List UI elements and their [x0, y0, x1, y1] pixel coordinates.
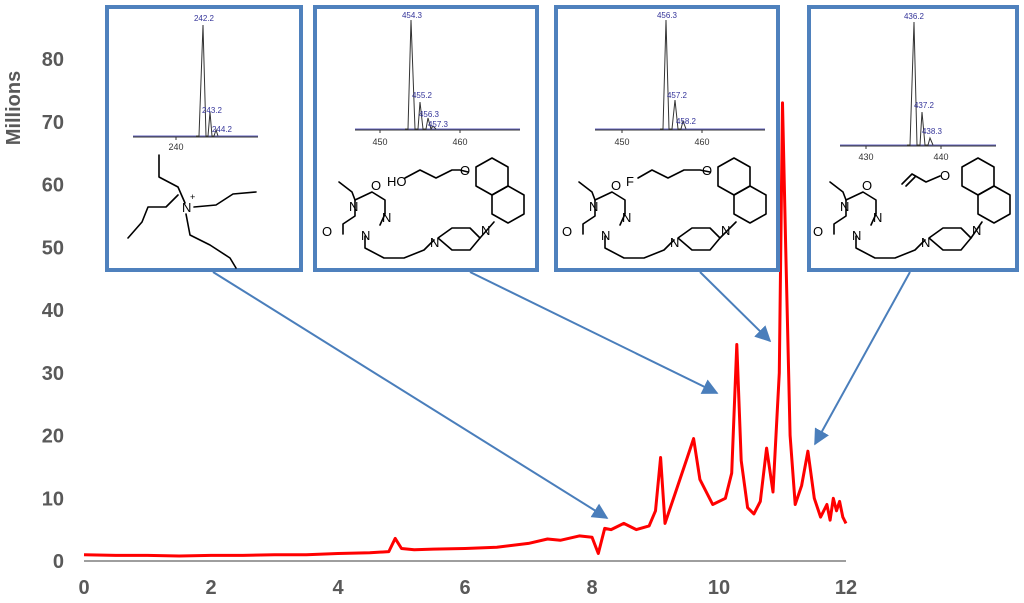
- arrow-inset-4: [814, 271, 911, 446]
- ms-peak-label: 456.3: [419, 110, 440, 119]
- y-tick-label: 80: [42, 49, 64, 71]
- chemical-structure-1: N +: [127, 154, 257, 269]
- y-tick-label: 70: [42, 112, 64, 134]
- ms-peak-label: 457.3: [428, 120, 449, 129]
- atom-label: +: [190, 192, 195, 202]
- atom-label: O: [562, 224, 572, 239]
- chemical-structure-2: HO O O N N O N N N: [322, 157, 525, 259]
- inset-panel-3: 450 460 456.3 457.2 458.2 F O O N N O N …: [554, 5, 780, 272]
- mass-spectrum-2: 450 460 454.3 455.2 456.3 457.3: [355, 11, 520, 147]
- atom-label: N: [430, 235, 439, 250]
- mass-spectrum-3: 450 460 456.3 457.2 458.2: [595, 11, 765, 147]
- series-line: [83, 101, 848, 558]
- ms-peak-label: 242.2: [194, 14, 215, 23]
- ms-peak-label: 455.2: [412, 91, 433, 100]
- ms-peak-label: 436.2: [904, 12, 925, 21]
- x-tick-label: 12: [835, 577, 857, 599]
- x-tick-label: 10: [708, 577, 730, 599]
- ms-peak-label: 454.3: [402, 11, 423, 20]
- mass-spectrum-4: 430 440 436.2 437.2 438.3: [840, 12, 996, 162]
- atom-label: O: [702, 163, 712, 178]
- atom-label: N: [721, 223, 730, 238]
- atom-label: N: [182, 200, 191, 215]
- ms-axis-label: 240: [168, 142, 183, 152]
- inset-panel-4: 430 440 436.2 437.2 438.3 O O N N O N N …: [807, 5, 1019, 272]
- atom-label: N: [873, 210, 882, 225]
- callout-arrows: [212, 271, 911, 519]
- y-tick-label: 40: [42, 300, 64, 322]
- chart-area: 0 2 4 6 8 10 12 0 10 20 30 40 50 60 70 80 Millions: [3, 49, 857, 599]
- ms-peak-label: 244.2: [212, 125, 233, 134]
- atom-label: O: [371, 178, 381, 193]
- atom-label: N: [921, 235, 930, 250]
- atom-label: N: [481, 223, 490, 238]
- atom-label: N: [670, 235, 679, 250]
- y-tick-label: 0: [53, 551, 64, 573]
- y-tick-label: 60: [42, 175, 64, 197]
- x-tick-label: 4: [332, 577, 344, 599]
- mass-spectrum-1: 240 242.2 243.2 244.2: [133, 14, 258, 152]
- y-tick-label: 20: [42, 426, 64, 448]
- atom-label: O: [862, 178, 872, 193]
- ms-axis-label: 460: [452, 137, 467, 147]
- atom-label: O: [322, 224, 332, 239]
- x-tick-label: 0: [78, 577, 89, 599]
- atom-label: HO: [387, 174, 407, 189]
- arrow-inset-3: [699, 271, 772, 343]
- y-tick-label: 10: [42, 488, 64, 510]
- arrow-inset-2: [469, 271, 719, 394]
- x-tick-label: 6: [459, 577, 470, 599]
- ms-axis-label: 430: [858, 152, 873, 162]
- ms-axis-label: 460: [694, 137, 709, 147]
- ms-peak-label: 437.2: [914, 101, 935, 110]
- y-axis-ticks: 0 10 20 30 40 50 60 70 80: [42, 49, 64, 573]
- y-tick-label: 30: [42, 363, 64, 385]
- ms-axis-label: 440: [933, 152, 948, 162]
- ms-axis-label: 450: [614, 137, 629, 147]
- atom-label: N: [840, 199, 849, 214]
- atom-label: N: [601, 228, 610, 243]
- atom-label: O: [611, 178, 621, 193]
- inset-panel-2: 450 460 454.3 455.2 456.3 457.3 HO O O N…: [313, 5, 539, 272]
- atom-label: O: [940, 168, 950, 183]
- x-tick-label: 8: [586, 577, 597, 599]
- chemical-structure-4: O O N N O N N N: [813, 157, 1011, 259]
- atom-label: F: [626, 174, 634, 189]
- ms-peak-label: 243.2: [202, 106, 223, 115]
- y-tick-label: 50: [42, 237, 64, 259]
- y-axis-title: Millions: [3, 71, 25, 145]
- atom-label: N: [852, 228, 861, 243]
- atom-label: N: [382, 210, 391, 225]
- ms-axis-label: 450: [372, 137, 387, 147]
- atom-label: O: [813, 224, 823, 239]
- atom-label: N: [972, 223, 981, 238]
- ms-peak-label: 457.2: [667, 91, 688, 100]
- atom-label: N: [589, 199, 598, 214]
- atom-label: N: [361, 228, 370, 243]
- ms-peak-label: 458.2: [676, 117, 697, 126]
- atom-label: O: [460, 163, 470, 178]
- ms-peak-label: 456.3: [657, 11, 678, 20]
- x-axis-ticks: 0 2 4 6 8 10 12: [78, 577, 857, 599]
- atom-label: N: [622, 210, 631, 225]
- chemical-structure-3: F O O N N O N N N: [562, 157, 767, 259]
- atom-label: N: [349, 199, 358, 214]
- x-tick-label: 2: [205, 577, 216, 599]
- arrow-inset-1: [212, 271, 609, 519]
- ms-peak-label: 438.3: [922, 127, 943, 136]
- inset-panel-1: 240 242.2 243.2 244.2 N +: [105, 5, 303, 272]
